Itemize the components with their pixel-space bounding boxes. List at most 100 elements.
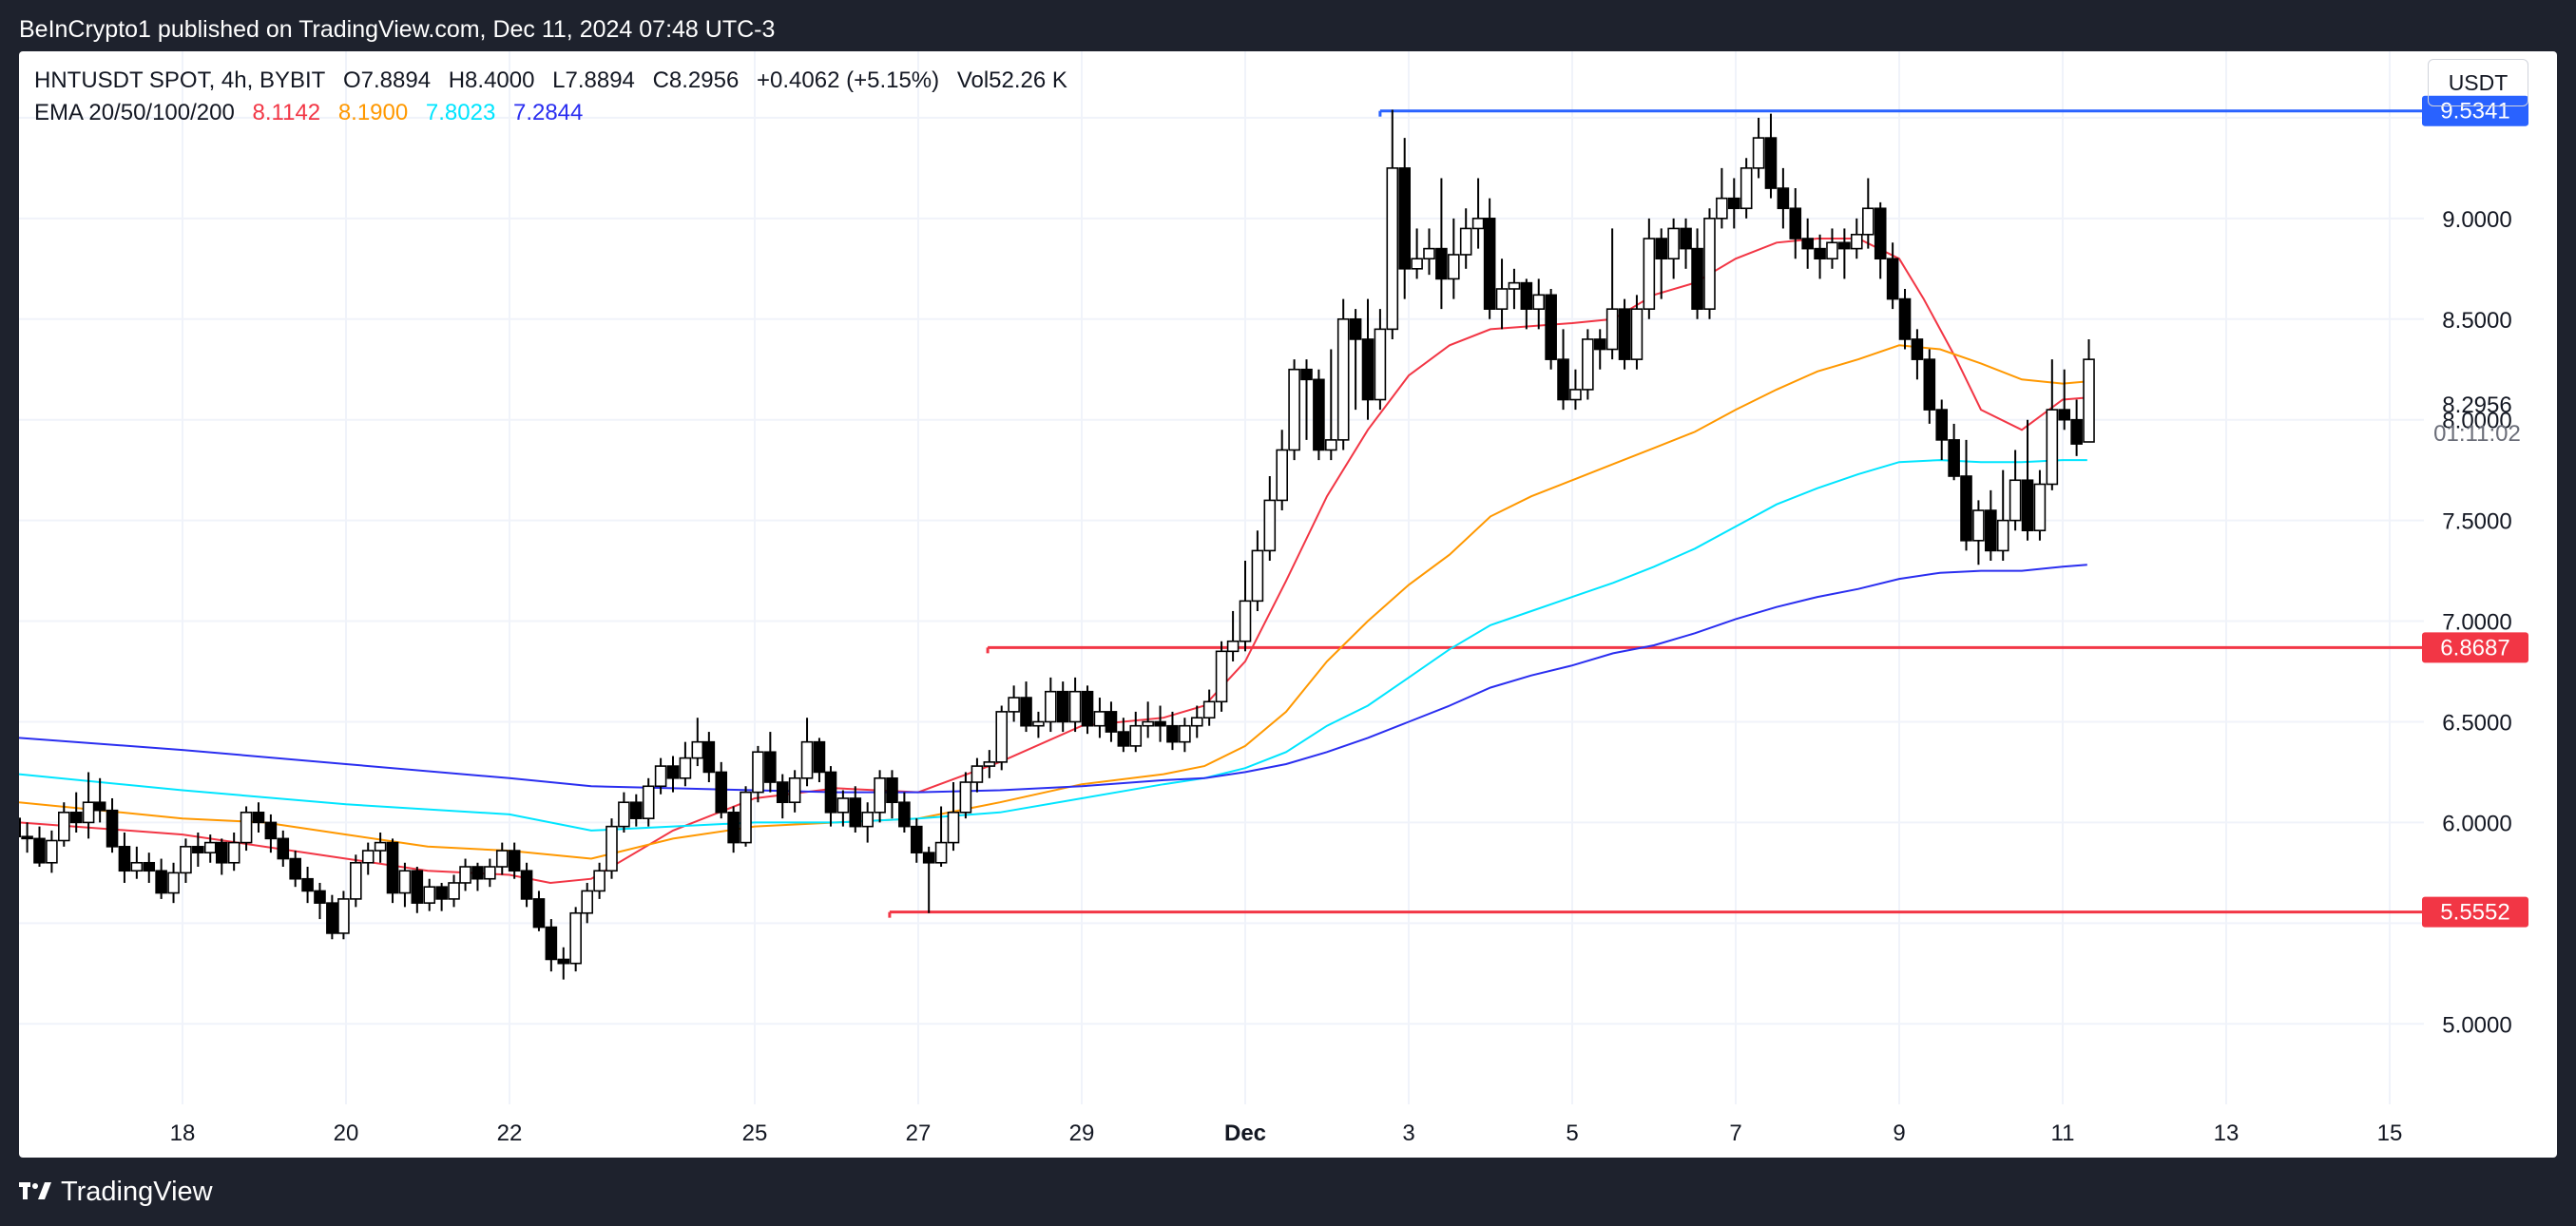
candle [2070,399,2083,456]
candle-body-down [1166,724,1179,743]
candle [1520,278,1533,330]
currency-button[interactable]: USDT [2428,59,2528,106]
candle-body-down [532,898,546,929]
footer-brand[interactable]: TradingView [61,1176,213,1207]
candle [1226,610,1240,661]
candle-body-up [1226,640,1240,653]
chart-panel[interactable]: 5.0000 6.0000 6.5000 7.0000 7.5000 8.0000 8.50… [19,51,2557,1158]
candle [143,852,156,883]
candle-body-up [2033,483,2047,532]
candle [1276,430,1288,511]
candle [1459,208,1472,269]
candle-body-up [1643,238,1656,310]
candle [581,882,594,924]
candle-body-down [910,825,923,853]
price-chart[interactable]: 5.0000 6.0000 6.5000 7.0000 7.5000 8.0000 8.50… [19,51,2557,1158]
candle-body-up [740,791,752,844]
candle [471,862,484,891]
support-level-badge [2422,632,2528,663]
ema50-line [19,344,2087,860]
candle [532,891,546,931]
candle [1680,218,1692,269]
candle-body-up [947,812,960,844]
candle-body-up [374,841,387,852]
candle [1056,681,1069,733]
candle [1215,641,1228,712]
candle [813,738,826,783]
ema200-value: 7.2844 [512,100,584,125]
candle [508,842,521,879]
candle-body-up [1740,167,1753,210]
candle-body-down [1985,509,1997,552]
candle-body-down [1838,241,1851,250]
candle [629,794,643,827]
candle-body-down [1680,227,1692,250]
candle [569,907,582,972]
candle-body-up [350,861,362,900]
candle [411,867,424,913]
candle [776,774,789,819]
candle [886,770,898,819]
time-axis: 18 20 22 25 27 29 Dec 3 5 7 9 11 13 15 [170,1121,2403,1146]
candle-body-up [581,890,594,914]
candle-body-up [227,841,240,864]
price-tick-label: 6.0000 [2442,811,2511,836]
candle-body-up [1972,509,1985,542]
time-tick-label: 20 [334,1121,359,1146]
candle [1814,234,1826,279]
candle-body-up [1605,308,1619,351]
candle-body-down [386,841,399,894]
candle-body-down [1398,167,1411,270]
candle [971,757,984,793]
candle [1532,278,1546,330]
candle-body-up [1215,650,1228,703]
candle [130,846,144,879]
candle [1263,476,1277,561]
candle [1068,677,1082,733]
candle-body-up [1569,389,1582,401]
candle [1618,298,1631,370]
high-value: H8.4000 [448,67,535,93]
candle [1886,242,1899,310]
candle [983,750,996,778]
candle [180,838,192,883]
candle [922,846,935,913]
candle-body-down [1764,137,1778,189]
candle [21,822,33,853]
price-axis: 5.0000 6.0000 6.5000 7.0000 7.5000 8.0000 8.50… [2433,207,2521,1038]
candle-body-down [435,886,448,900]
time-tick-label: 18 [170,1121,196,1146]
price-tick-label: 9.0000 [2442,207,2511,233]
candle-body-down [545,926,558,961]
tradingview-logo-icon[interactable] [19,1182,51,1201]
candle-body-down [1911,338,1924,360]
candle [520,862,533,908]
candle-body-down [106,809,119,848]
candle [1190,705,1203,738]
candle-body-down [1691,247,1703,310]
ema20-value: 8.1142 [252,100,321,125]
candle [1960,439,1972,551]
candle [240,806,253,852]
candle-body-up [361,850,375,864]
candle-body-up [800,740,814,779]
candle-body-down [2058,409,2071,421]
candle-body-up [1716,197,1728,220]
candle-body-up [1032,720,1045,727]
candle-body-down [1886,258,1899,300]
candle-body-up [1495,288,1509,310]
candle-body-down [289,857,301,880]
candle-body-up [1202,700,1216,719]
ema-label[interactable]: EMA 20/50/100/200 [34,100,235,125]
candle-body-up [459,866,471,884]
candle-body-down [1814,247,1826,260]
candle-body-down [143,861,156,872]
candle [861,802,874,843]
candle-body-down [314,890,326,904]
candle-body-up [1411,258,1423,270]
candle-body-up [82,801,95,824]
candle [764,732,777,793]
time-tick-label: 27 [906,1121,932,1146]
symbol-label[interactable]: HNTUSDT SPOT, 4h, BYBIT [34,67,326,93]
time-tick-label: 25 [742,1121,768,1146]
